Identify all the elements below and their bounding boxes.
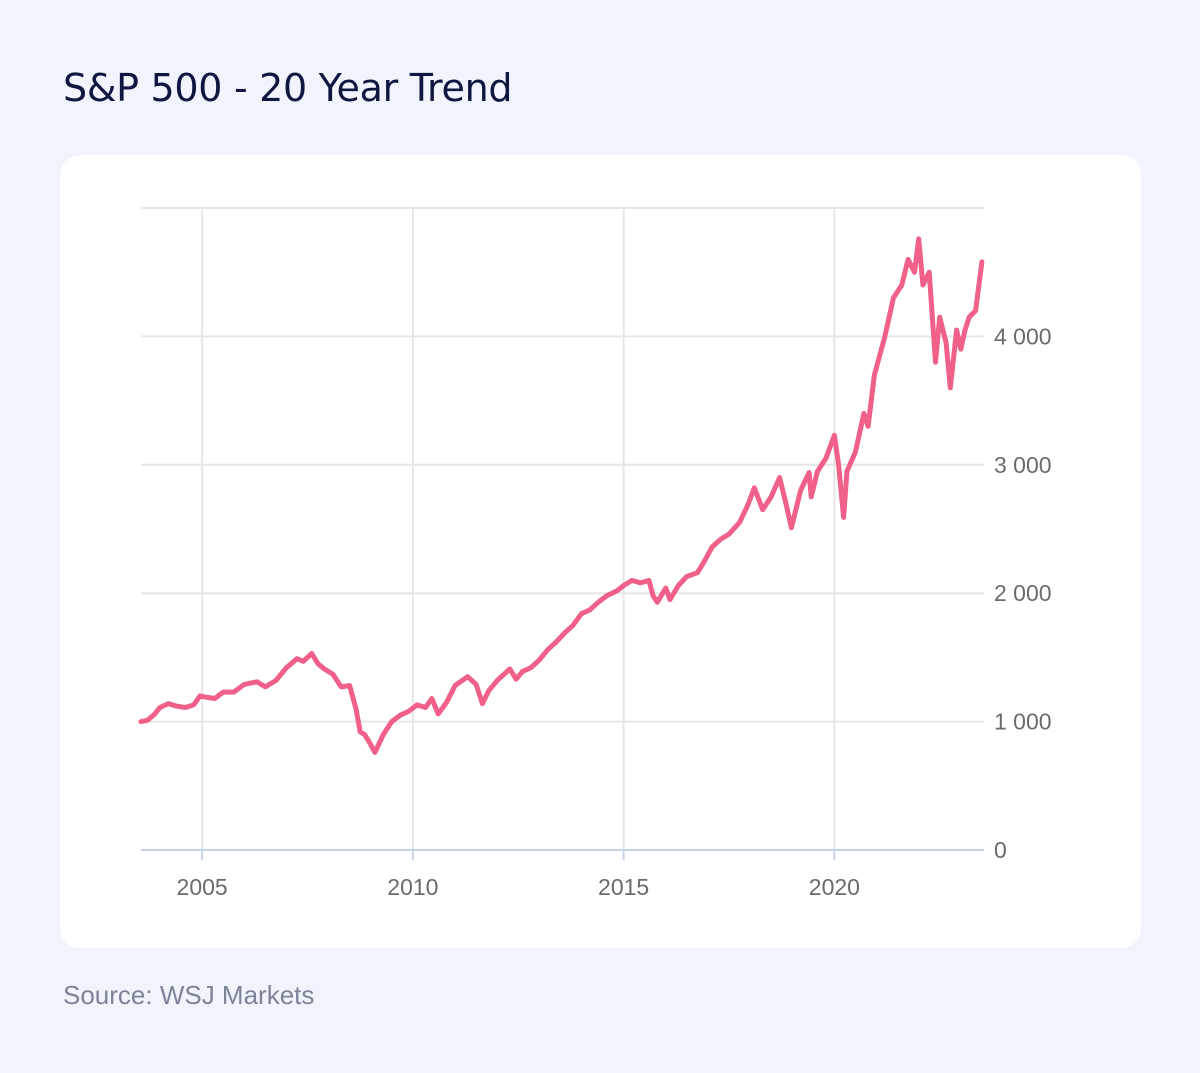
series-line-group xyxy=(138,236,985,755)
chart-card: 2005 2010 2015 2020 0 1 000 2 000 3 000 4 000 xyxy=(60,155,1141,948)
x-axis-ticks: 2005 2010 2015 2020 xyxy=(177,850,860,900)
y-axis-ticks: 0 1 000 2 000 3 000 4 000 xyxy=(994,323,1052,863)
x-tick-label: 2020 xyxy=(809,874,860,900)
y-tick-label: 1 000 xyxy=(994,709,1052,735)
x-tick-label: 2005 xyxy=(177,874,228,900)
page-title: S&P 500 - 20 Year Trend xyxy=(63,66,513,110)
source-note: Source: WSJ Markets xyxy=(63,980,315,1010)
y-tick-label: 4 000 xyxy=(994,323,1052,349)
y-tick-label: 2 000 xyxy=(994,580,1052,606)
grid-lines xyxy=(141,207,984,851)
y-tick-label: 0 xyxy=(994,837,1007,863)
series-line xyxy=(138,236,985,755)
chart-svg: 2005 2010 2015 2020 0 1 000 2 000 3 000 4 000 xyxy=(138,207,1052,900)
x-tick-label: 2015 xyxy=(598,874,649,900)
y-tick-label: 3 000 xyxy=(994,452,1052,478)
x-tick-label: 2010 xyxy=(387,874,438,900)
